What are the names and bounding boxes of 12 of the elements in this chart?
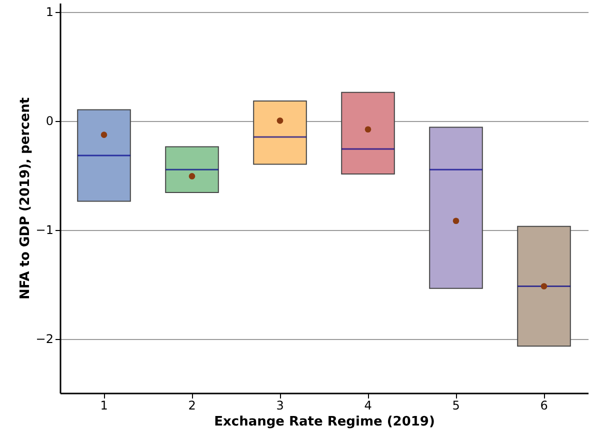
x-tick-label: 6 bbox=[540, 398, 548, 412]
x-tick-label: 3 bbox=[276, 398, 284, 412]
y-tick-label: −2 bbox=[36, 332, 54, 346]
x-tick-label: 5 bbox=[452, 398, 460, 412]
y-tick-label: −1 bbox=[36, 223, 54, 238]
x-axis-title: Exchange Rate Regime (2019) bbox=[214, 414, 435, 430]
x-tick-label: 4 bbox=[364, 398, 372, 412]
y-axis-title: NFA to GDP (2019), percent bbox=[18, 97, 33, 300]
y-tick-label: 1 bbox=[46, 5, 54, 20]
x-tick-label: 1 bbox=[100, 398, 108, 412]
y-tick-label: 0 bbox=[46, 114, 54, 128]
x-tick-label: 2 bbox=[188, 398, 196, 412]
